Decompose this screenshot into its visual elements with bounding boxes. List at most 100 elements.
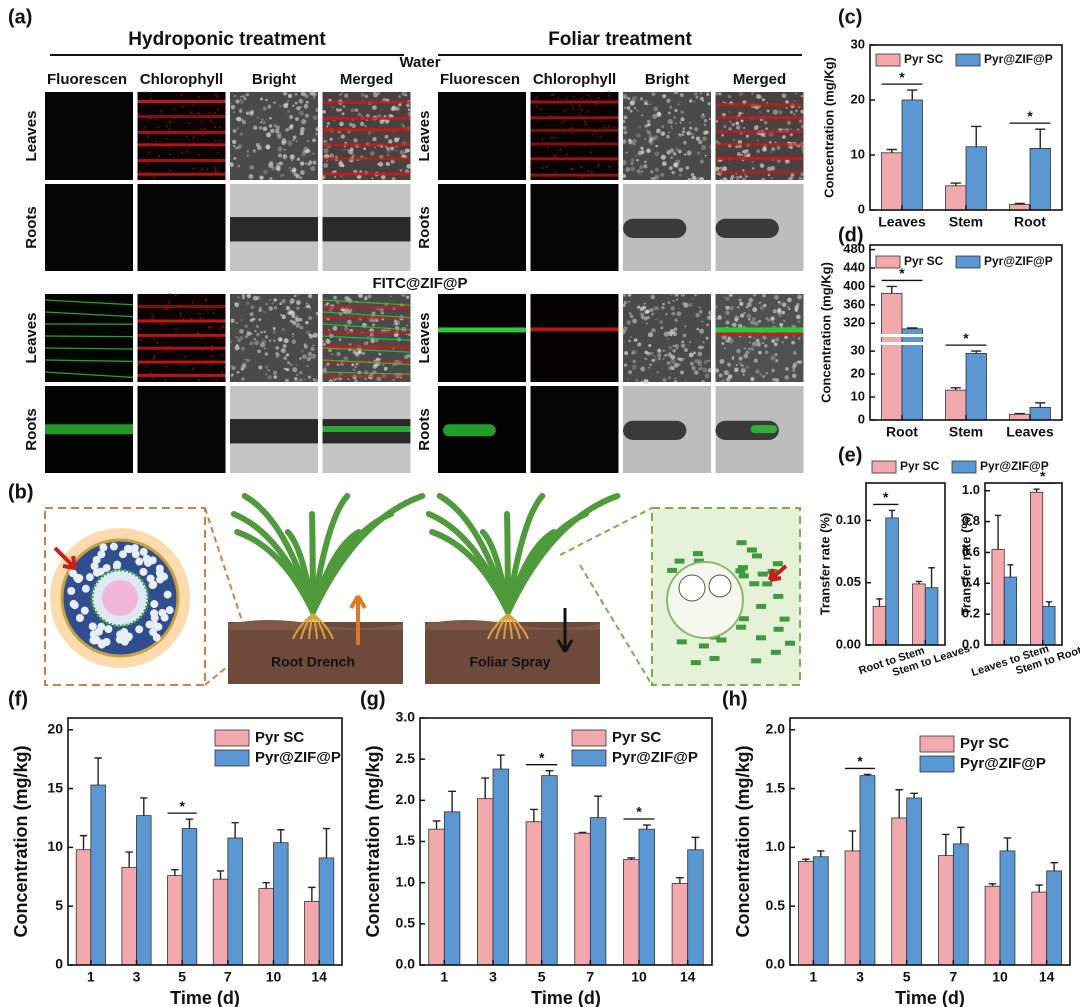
texture <box>264 335 269 339</box>
texture <box>620 329 626 335</box>
texture <box>691 175 697 181</box>
y-tick-label: 0.5 <box>396 915 416 931</box>
texture <box>792 369 795 372</box>
texture <box>630 314 634 318</box>
texture <box>719 359 725 364</box>
error-bar <box>1014 202 1025 205</box>
texture <box>679 121 682 124</box>
texture <box>190 317 193 320</box>
error-bar <box>171 869 179 876</box>
texture <box>646 309 650 314</box>
texture <box>200 128 203 131</box>
texture <box>640 150 645 155</box>
texture <box>282 174 285 177</box>
texture <box>375 338 379 343</box>
texture <box>303 378 306 381</box>
texture <box>279 302 283 306</box>
error-bar <box>895 789 903 818</box>
texture <box>689 126 693 130</box>
texture <box>694 92 698 96</box>
texture <box>218 140 221 143</box>
texture <box>289 363 293 367</box>
texture <box>751 341 757 347</box>
texture <box>700 145 706 151</box>
texture <box>644 160 647 164</box>
texture <box>198 113 201 116</box>
texture <box>668 131 671 134</box>
texture <box>246 329 249 332</box>
texture <box>276 125 280 130</box>
texture <box>373 363 378 368</box>
texture <box>693 351 696 355</box>
texture <box>669 292 673 296</box>
bar <box>1030 491 1044 646</box>
connector <box>559 507 653 556</box>
texture <box>360 115 363 118</box>
texture <box>621 139 627 144</box>
bar <box>574 832 591 966</box>
texture <box>349 122 353 127</box>
texture <box>622 125 627 130</box>
micrograph <box>438 294 526 382</box>
texture <box>367 131 372 135</box>
texture <box>301 350 304 353</box>
x-tick-label: 10 <box>266 969 282 985</box>
texture <box>680 117 685 122</box>
texture <box>249 341 254 346</box>
texture <box>234 302 240 308</box>
error-bar <box>1045 601 1052 607</box>
connector <box>579 564 653 686</box>
texture <box>259 342 266 348</box>
texture <box>302 354 307 359</box>
texture <box>337 137 340 140</box>
texture <box>351 363 355 367</box>
plot-frame <box>984 482 1063 646</box>
texture <box>363 147 366 151</box>
texture <box>273 298 277 302</box>
texture <box>297 301 301 305</box>
bar <box>443 811 461 966</box>
texture <box>746 313 752 319</box>
texture <box>732 138 735 141</box>
texture <box>292 335 294 338</box>
texture <box>743 353 749 359</box>
texture <box>770 316 775 321</box>
texture <box>731 357 735 360</box>
texture <box>263 169 268 175</box>
micrograph <box>530 294 619 382</box>
texture <box>395 320 401 326</box>
texture <box>348 342 352 346</box>
texture <box>203 115 206 118</box>
texture <box>311 353 317 359</box>
texture <box>563 109 566 112</box>
y-tick-label: 0.2 <box>962 606 980 621</box>
texture <box>400 292 406 297</box>
texture <box>796 314 801 320</box>
error-bar <box>848 830 857 851</box>
texture <box>674 344 678 347</box>
texture <box>587 94 590 97</box>
texture <box>640 170 644 173</box>
texture <box>200 168 203 171</box>
texture <box>697 359 703 364</box>
texture <box>691 136 695 139</box>
texture <box>586 128 589 131</box>
texture <box>240 100 244 104</box>
mesophyll <box>735 568 746 574</box>
x-tick-label: 1 <box>440 969 448 985</box>
texture <box>365 295 367 298</box>
texture <box>342 105 346 109</box>
error-bar <box>481 777 490 799</box>
mesophyll <box>667 567 678 573</box>
texture <box>715 120 719 123</box>
texture <box>792 363 797 368</box>
texture <box>707 368 713 373</box>
texture <box>310 347 315 352</box>
texture <box>777 309 781 313</box>
texture <box>290 158 294 162</box>
texture <box>678 133 682 136</box>
y-tick-label: 0.0 <box>962 636 980 651</box>
texture <box>639 306 645 311</box>
error-bar <box>957 826 965 844</box>
texture <box>44 371 134 379</box>
